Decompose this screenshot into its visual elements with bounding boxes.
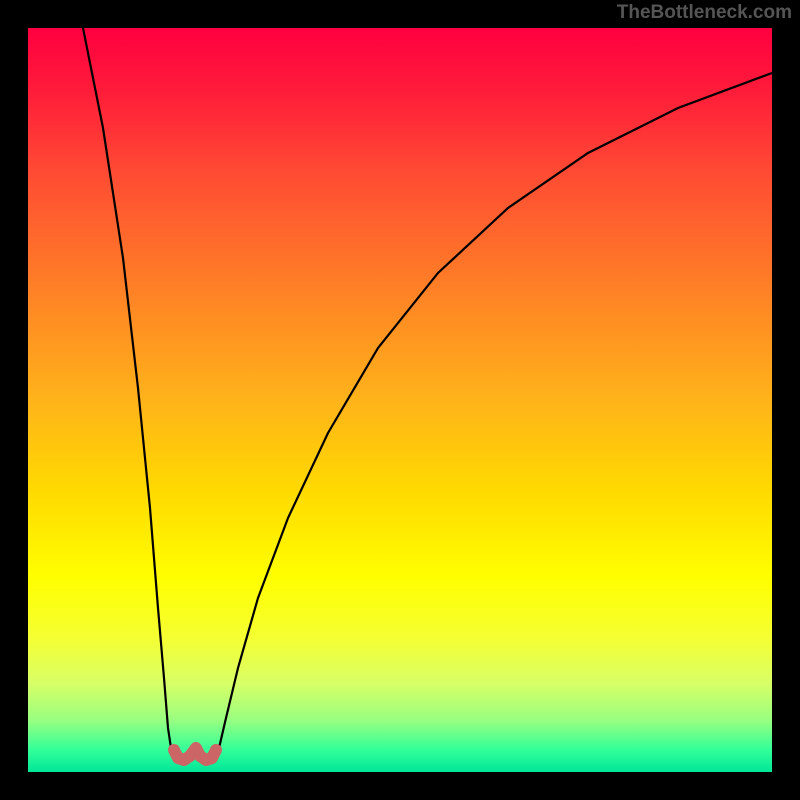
bottleneck-curve [28, 28, 772, 772]
curve-line [83, 28, 772, 760]
dip-marker [174, 748, 216, 760]
chart-container: TheBottleneck.com [0, 0, 800, 800]
chart-plot-area [28, 28, 772, 772]
watermark-text: TheBottleneck.com [617, 2, 792, 24]
